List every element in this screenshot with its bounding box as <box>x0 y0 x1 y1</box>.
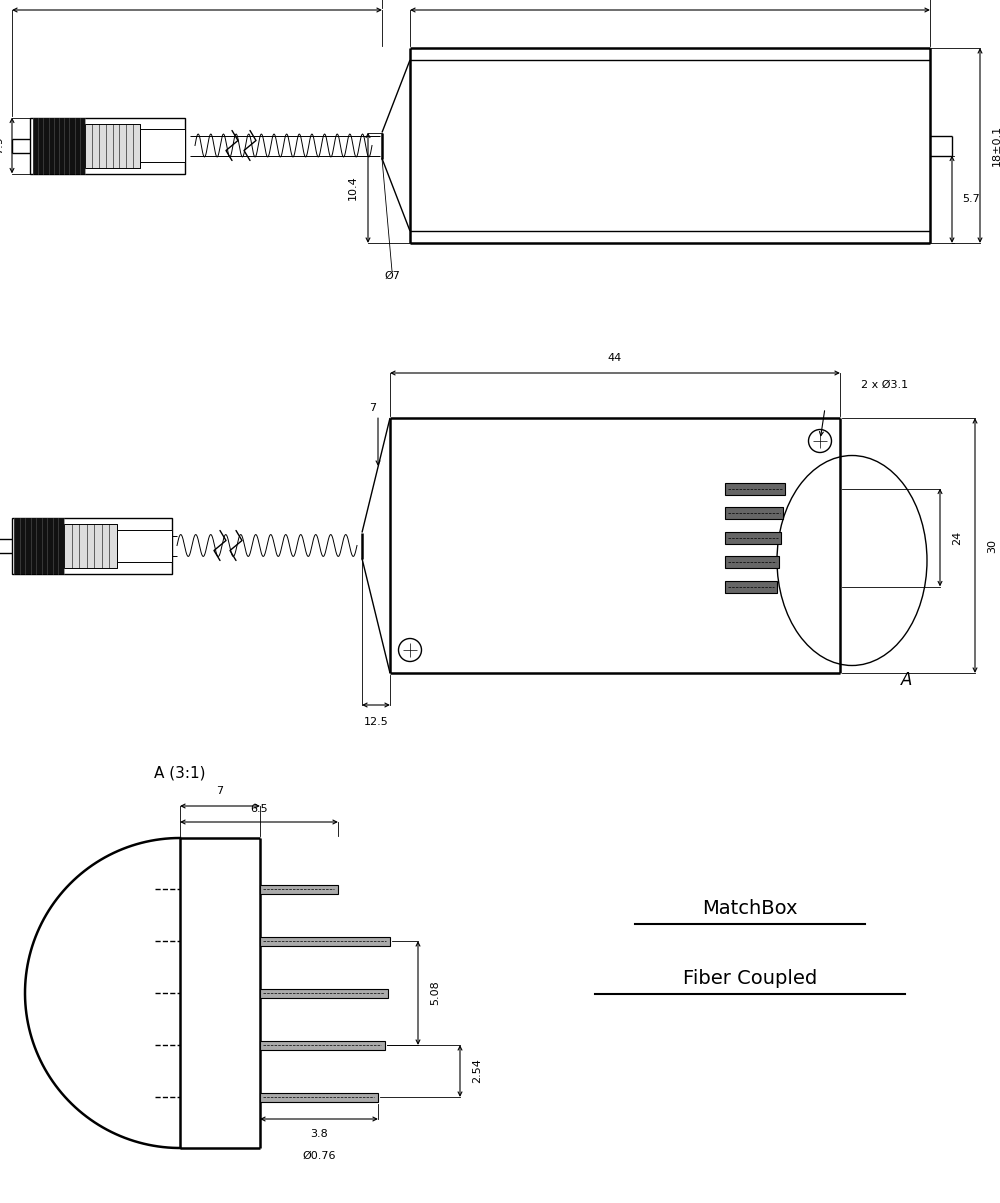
Bar <box>12 517 172 574</box>
Text: 3.8: 3.8 <box>310 1128 328 1139</box>
Text: MatchBox: MatchBox <box>702 899 798 918</box>
Text: Ø7: Ø7 <box>384 271 400 282</box>
Bar <box>260 1041 385 1049</box>
Text: 12.5: 12.5 <box>364 717 388 727</box>
Bar <box>85 124 140 167</box>
Text: 44: 44 <box>608 352 622 363</box>
Bar <box>30 118 185 173</box>
Text: 5.08: 5.08 <box>430 980 440 1006</box>
Text: 10.4: 10.4 <box>348 176 358 200</box>
Text: Ø0.76: Ø0.76 <box>302 1151 336 1161</box>
Bar <box>260 989 388 997</box>
Bar <box>64 523 117 568</box>
Text: A: A <box>901 670 913 688</box>
Text: 6.5: 6.5 <box>250 804 268 814</box>
Bar <box>725 506 783 518</box>
Bar <box>725 532 781 544</box>
Text: Fiber Coupled: Fiber Coupled <box>683 968 817 988</box>
Bar <box>725 482 785 494</box>
Text: 7: 7 <box>216 786 224 796</box>
Text: 18±0.1: 18±0.1 <box>992 125 1000 166</box>
Bar <box>725 556 779 568</box>
Bar <box>260 936 390 946</box>
Bar <box>14 517 64 574</box>
Text: 2 x Ø3.1: 2 x Ø3.1 <box>861 380 909 390</box>
Text: 5.7: 5.7 <box>962 194 980 205</box>
Text: 7.9: 7.9 <box>0 137 4 154</box>
Bar <box>117 529 172 562</box>
Text: 7: 7 <box>369 403 377 413</box>
Bar <box>260 1092 378 1102</box>
Text: 2.54: 2.54 <box>472 1059 482 1084</box>
Text: A (3:1): A (3:1) <box>154 765 206 780</box>
Bar <box>140 130 185 161</box>
Bar <box>33 118 85 173</box>
Text: 24: 24 <box>952 531 962 545</box>
Bar <box>725 581 777 593</box>
Bar <box>260 884 338 894</box>
Text: 30: 30 <box>987 539 997 552</box>
